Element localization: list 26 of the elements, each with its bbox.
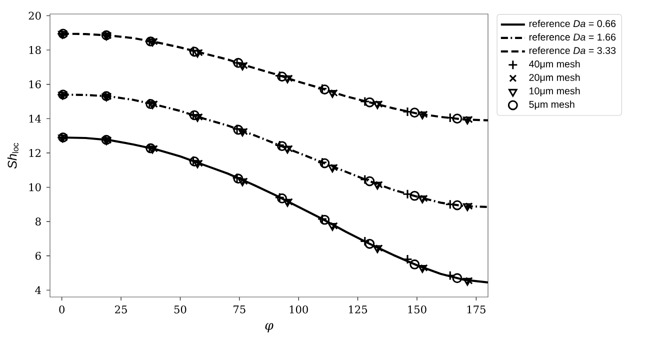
legend-label: reference Da = 1.66 bbox=[529, 33, 616, 41]
x-tick-label: 50 bbox=[174, 305, 186, 314]
y-tick-label: 18 bbox=[29, 46, 41, 54]
legend-label: 5μm mesh bbox=[529, 100, 574, 110]
x-tick-label: 0 bbox=[59, 305, 64, 314]
legend-label: 40μm mesh bbox=[529, 60, 580, 70]
legend-label: reference Da = 3.33 bbox=[529, 46, 616, 54]
y-axis-title: Sh$_{loc}$ bbox=[7, 142, 18, 169]
y-tick-label: 6 bbox=[36, 252, 41, 260]
x-axis-title: φ bbox=[265, 323, 274, 332]
legend-label: 20μm mesh bbox=[529, 74, 580, 83]
x-tick-label: 75 bbox=[234, 305, 246, 314]
y-tick-label: 8 bbox=[36, 218, 41, 226]
legend-label: reference Da = 0.66 bbox=[529, 20, 616, 28]
y-tick-label: 20 bbox=[28, 12, 41, 20]
legend-label: 10μm mesh bbox=[530, 87, 580, 96]
y-tick-label: 12 bbox=[29, 149, 40, 157]
x-tick-label: 150 bbox=[408, 305, 426, 314]
x-tick-label: 25 bbox=[115, 305, 127, 314]
x-tick-label: 125 bbox=[349, 305, 368, 314]
x-tick-label: 100 bbox=[290, 305, 308, 314]
y-tick-label: 14 bbox=[29, 114, 41, 123]
y-tick-label: 10 bbox=[29, 183, 41, 192]
y-tick-label: 16 bbox=[29, 80, 41, 88]
x-tick-label: 175 bbox=[467, 305, 486, 314]
y-tick-label: 4 bbox=[35, 286, 41, 294]
